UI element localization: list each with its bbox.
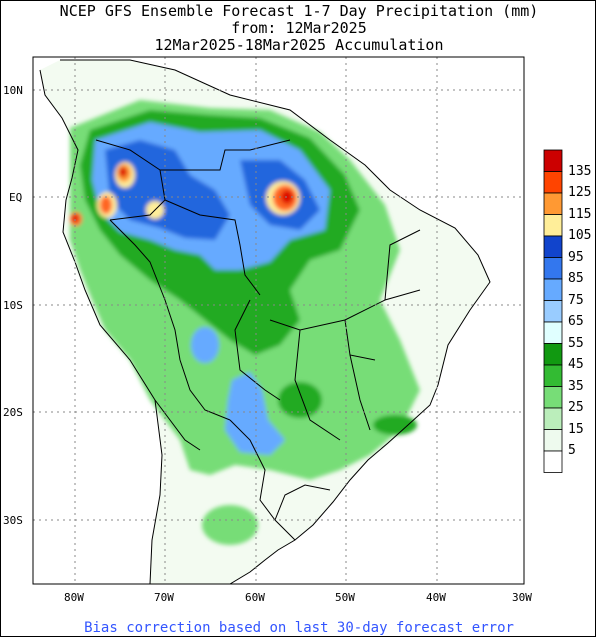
lat-label-eq: EQ <box>9 191 23 204</box>
country-borders <box>39 59 491 584</box>
lon-label-40w: 40W <box>426 591 446 604</box>
colorbar-swatch <box>543 321 563 344</box>
colorbar-swatch <box>543 364 563 387</box>
lon-label-50w: 50W <box>335 591 355 604</box>
lat-lon-grid <box>33 57 524 584</box>
colorbar-swatch <box>543 386 563 409</box>
lat-label-10s: 10S <box>3 299 23 312</box>
precip-25-south <box>202 505 258 545</box>
precip-125-b <box>100 196 112 214</box>
lon-label-80w: 80W <box>64 591 84 604</box>
title-line-2: from: 12Mar2025 <box>231 19 367 37</box>
colorbar-label: 85 <box>568 271 584 286</box>
colorbar-label: 35 <box>568 378 584 394</box>
precip-75-central <box>191 327 219 363</box>
colorbar-swatch <box>543 257 563 280</box>
lat-label-30s: 30S <box>3 514 23 527</box>
colorbar-swatch <box>543 450 563 473</box>
colorbar-swatch <box>543 171 563 194</box>
lon-label-60w: 60W <box>245 591 265 604</box>
colorbar-swatch <box>543 407 563 430</box>
colorbar-swatch <box>543 235 563 258</box>
precip-135 <box>119 167 127 177</box>
colorbar-label: 105 <box>568 228 592 243</box>
precip-45-south <box>278 382 322 418</box>
colorbar-label: 5 <box>568 443 576 458</box>
colorbar-swatch <box>543 343 563 366</box>
colorbar-swatch <box>543 429 563 452</box>
colorbar-swatch <box>543 278 563 301</box>
colorbar <box>543 149 563 473</box>
colorbar-swatch <box>543 149 563 172</box>
precip-45-coast <box>373 415 417 435</box>
colorbar-swatch <box>543 192 563 215</box>
colorbar-label: 125 <box>568 185 592 200</box>
colorbar-label: 65 <box>568 314 584 329</box>
precip-75-south <box>225 372 285 455</box>
lon-label-70w: 70W <box>154 591 174 604</box>
title-line-3: 12Mar2025-18Mar2025 Accumulation <box>154 36 444 54</box>
footer-note: Bias correction based on last 30-day for… <box>84 620 514 636</box>
plot-border <box>32 56 525 585</box>
colorbar-label: 15 <box>568 421 584 437</box>
colorbar-label: 55 <box>568 335 584 351</box>
lon-label-30w: 30W <box>512 591 532 604</box>
precip-135-e <box>72 214 78 222</box>
colorbar-label: 75 <box>568 292 584 308</box>
lat-label-20s: 20S <box>3 406 23 419</box>
colorbar-swatch <box>543 214 563 237</box>
colorbar-swatch <box>543 300 563 323</box>
colorbar-label: 95 <box>568 249 584 265</box>
colorbar-label: 135 <box>568 163 592 179</box>
colorbar-label: 45 <box>568 357 584 372</box>
title-line-1: NCEP GFS Ensemble Forecast 1-7 Day Preci… <box>59 2 539 20</box>
colorbar-label: 25 <box>568 400 584 415</box>
colorbar-label: 115 <box>568 206 592 222</box>
lat-label-10n: 10N <box>3 84 23 97</box>
